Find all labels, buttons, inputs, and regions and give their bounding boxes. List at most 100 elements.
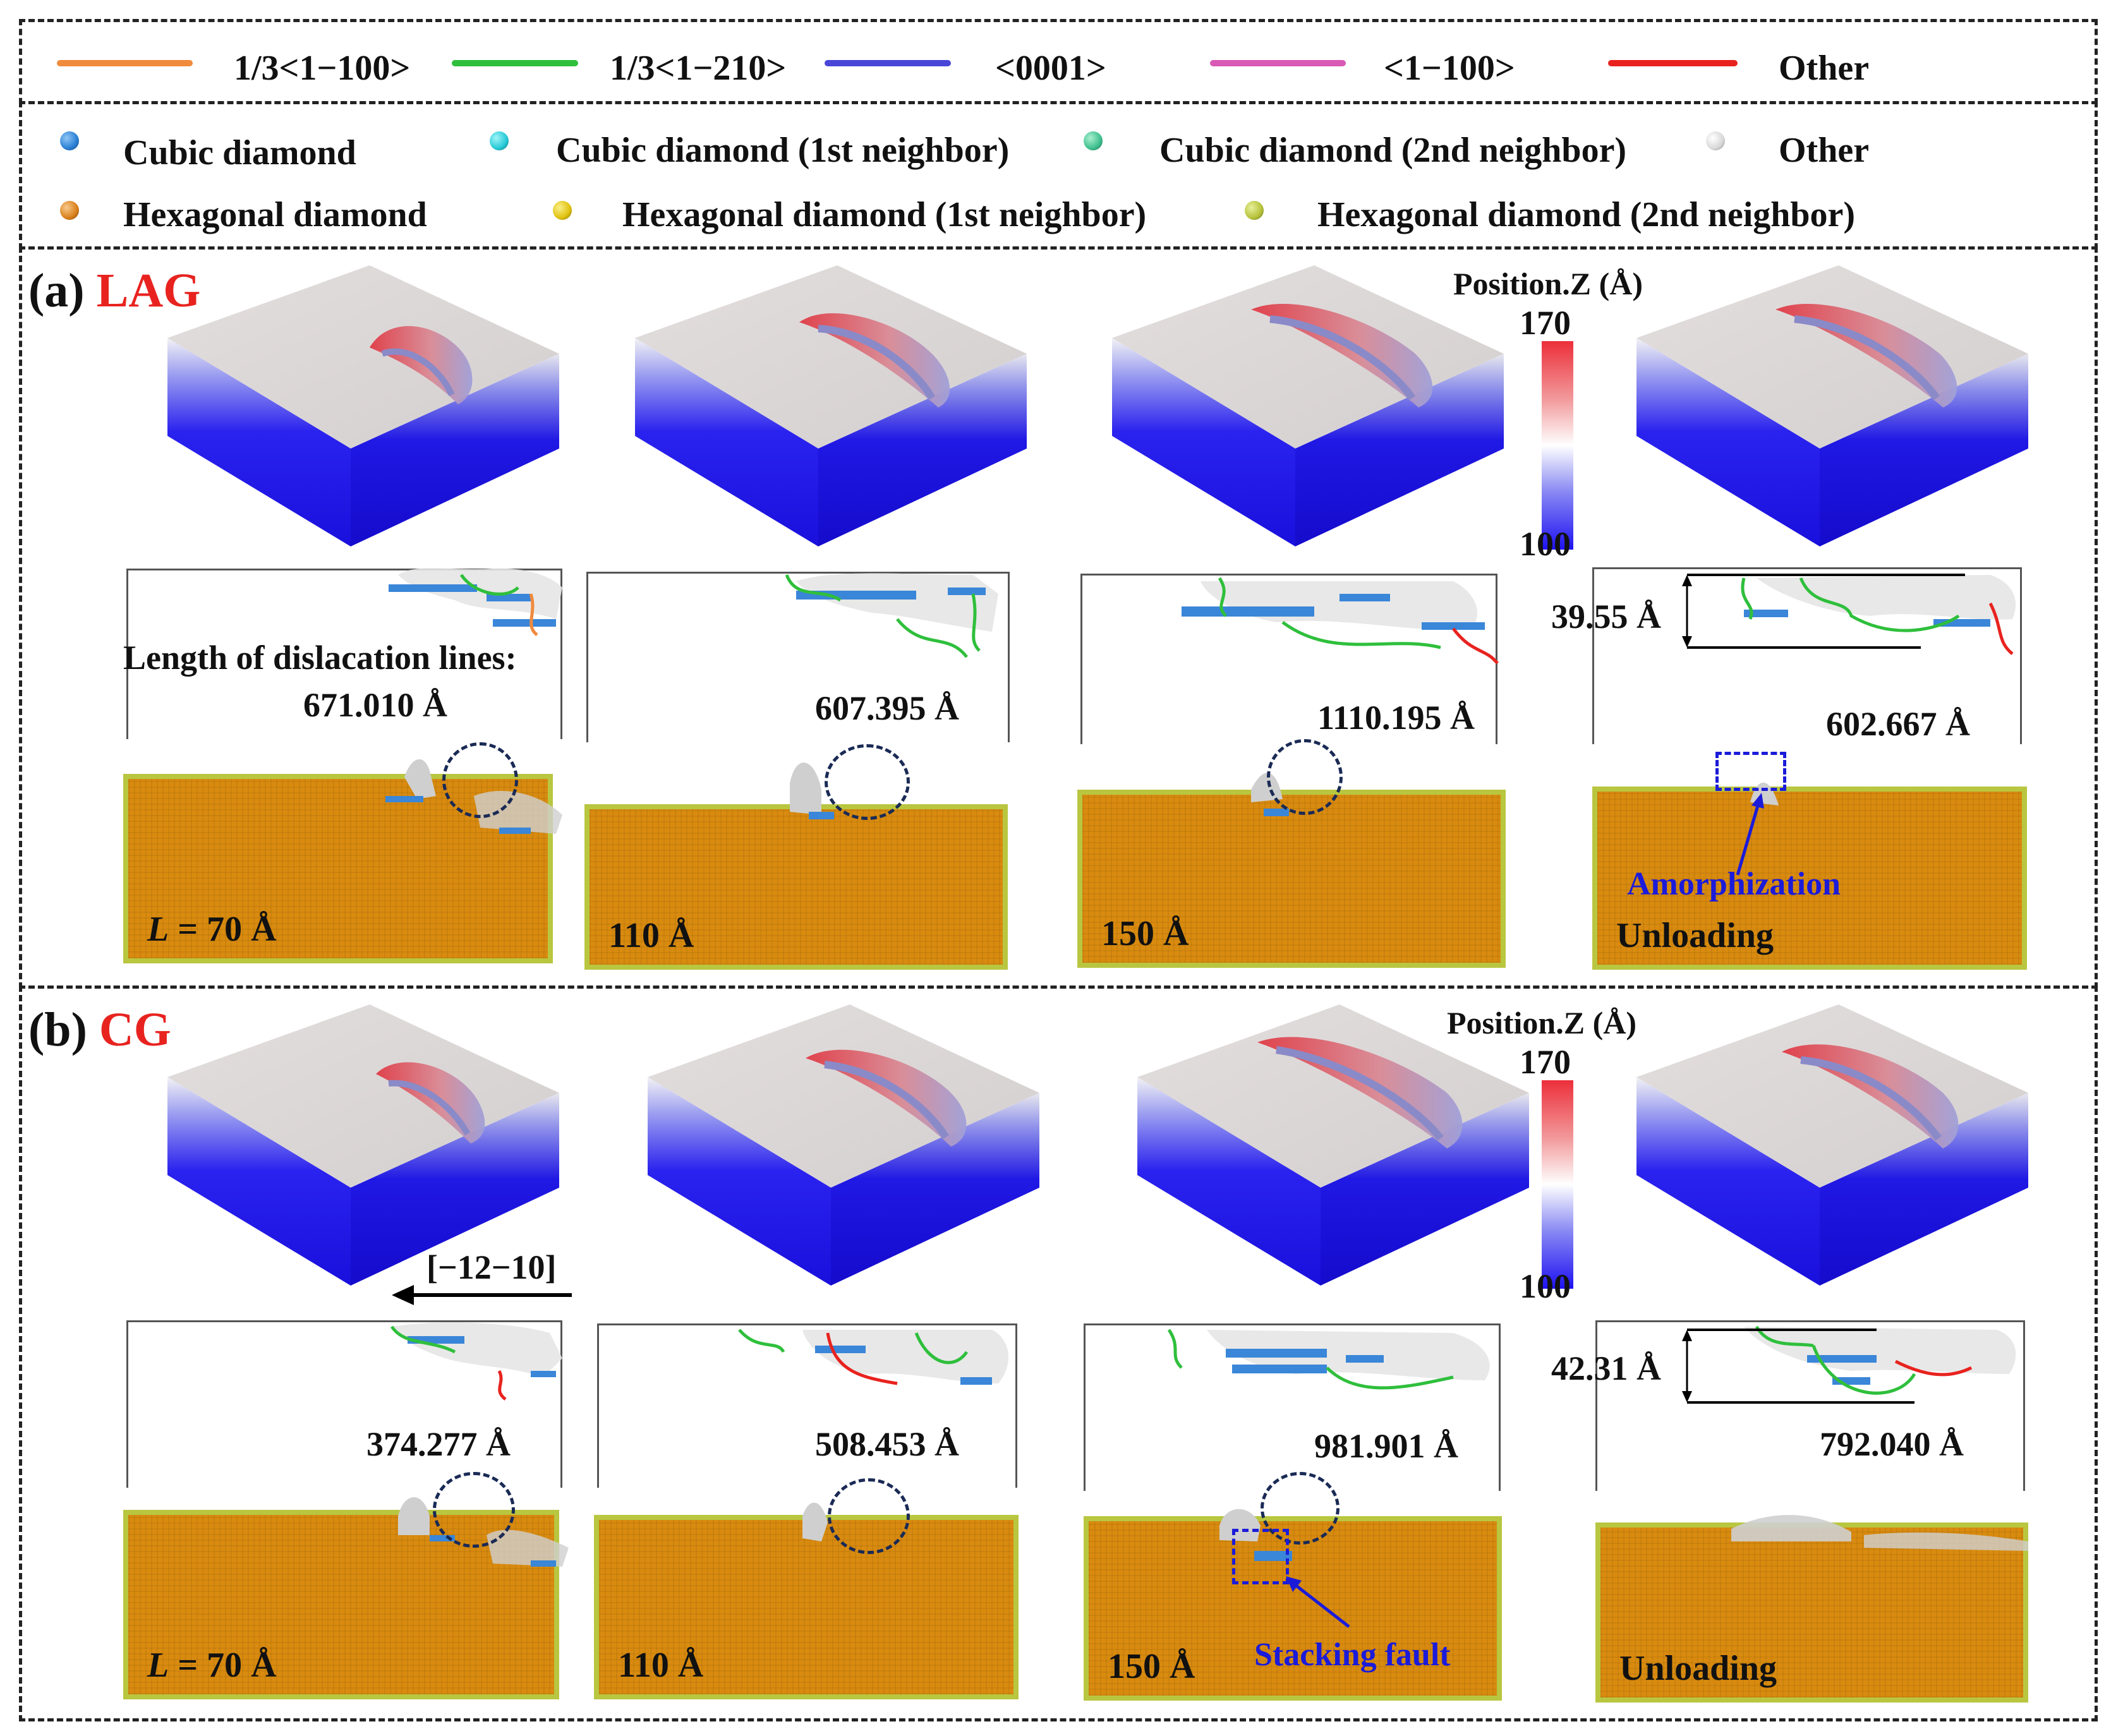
dislocation-lines-b-110 <box>738 1329 1009 1385</box>
stage-value: = 70 Å <box>169 910 277 949</box>
dislocation-lines-a-110 <box>785 573 998 658</box>
cross-section-b-110: 110 Å <box>594 1515 1019 1699</box>
cross-section-a-150: 150 Å <box>1077 790 1506 968</box>
other-atom-icon <box>1706 131 1725 150</box>
amorphization-box <box>1715 752 1786 791</box>
legend-label: Other <box>1779 131 1870 170</box>
depth-dimension-a <box>1682 574 1965 649</box>
hexagonal-1st-atom-icon <box>553 201 572 220</box>
legend-label: Cubic diamond (1st neighbor) <box>556 131 1010 170</box>
stage-value: = 70 Å <box>169 1646 277 1685</box>
colorbar-title: Position.Z (Å) <box>1447 1005 1636 1040</box>
arrow-icon <box>1286 1576 1350 1628</box>
legend-swatch <box>1608 60 1738 66</box>
stage-label: Unloading <box>1616 916 1774 955</box>
md-box-b-70 <box>167 1004 559 1286</box>
md-box-a-70 <box>167 265 559 546</box>
dislocation-length-b-150: 981.901 Å <box>1314 1427 1458 1465</box>
lattice-texture <box>599 1520 1013 1694</box>
stage-label: 110 Å <box>608 916 694 955</box>
indent-circle-a-110 <box>825 744 910 820</box>
lattice-texture <box>1082 795 1501 963</box>
lattice-texture <box>590 809 1003 965</box>
cross-section-b-150: 150 Å <box>1084 1516 1502 1701</box>
stage-prefix: L <box>147 1646 169 1685</box>
md-box-b-unloading <box>1636 1004 2028 1286</box>
dislocation-frame-b-unloading <box>1595 1320 2025 1491</box>
legend-swatch <box>57 60 193 66</box>
hexagonal-2nd-atom-icon <box>1245 201 1264 220</box>
colorbar-gradient <box>1542 1080 1573 1289</box>
md-box-b-110 <box>648 1004 1039 1286</box>
legend-swatch <box>1210 60 1346 66</box>
cross-section-a-unloading: Unloading <box>1592 787 2027 970</box>
stage-prefix: L <box>147 910 169 949</box>
dislocation-lines-b-70 <box>390 1322 562 1401</box>
lattice-texture <box>1597 792 2022 965</box>
dislocation-frame-a-unloading <box>1592 567 2022 744</box>
dislocation-frame-b-110 <box>597 1323 1017 1488</box>
dislocation-length-a-150: 1110.195 Å <box>1317 699 1475 737</box>
stacking-fault-box <box>1232 1529 1289 1584</box>
pileup-overlay-b <box>398 1497 2028 1567</box>
dislocation-heading: Length of dislacation lines: <box>123 639 517 677</box>
legend-label: Hexagonal diamond (1st neighbor) <box>622 195 1147 234</box>
indent-circle-a-70 <box>442 742 518 818</box>
md-box-a-110 <box>635 265 1027 546</box>
dislocation-lines-a-unloading <box>1741 575 2016 655</box>
legend-label: <1−100> <box>1384 49 1515 88</box>
panel-tag: (b) <box>28 1003 87 1056</box>
depth-dimension-b <box>1682 1329 1914 1404</box>
indent-circle-b-150 <box>1261 1472 1340 1545</box>
legend-label: 1/3<1−100> <box>234 49 411 88</box>
legend-label: Hexagonal diamond (2nd neighbor) <box>1317 195 1856 234</box>
legend-swatch <box>825 60 951 66</box>
stage-label: Unloading <box>1619 1649 1777 1688</box>
depth-value-b: 42.31 Å <box>1551 1349 1661 1387</box>
dislocation-lines-b-150 <box>1167 1329 1490 1390</box>
md-box-a-150 <box>1112 265 1504 546</box>
depth-value-a: 39.55 Å <box>1551 598 1661 636</box>
indent-circle-b-110 <box>828 1478 910 1554</box>
colorbar-gradient <box>1542 341 1573 550</box>
dislocation-length-b-70: 374.277 Å <box>366 1425 511 1463</box>
indent-circle-b-70 <box>433 1472 515 1548</box>
panel-b-box <box>19 986 2098 1721</box>
dislocation-lines-b-unloading <box>1744 1325 2016 1395</box>
dislocation-frame-b-70 <box>126 1320 562 1488</box>
dislocation-length-b-unloading: 792.040 Å <box>1820 1425 1964 1463</box>
colorbar-max: 170 <box>1520 1043 1571 1081</box>
stage-label: L = 70 Å <box>147 1645 277 1685</box>
cross-section-a-70: L = 70 Å <box>123 774 553 963</box>
panel-tag: (a) <box>28 264 85 317</box>
legend-label: Other <box>1779 49 1870 88</box>
legend-label: <0001> <box>995 49 1106 88</box>
stacking-fault-label: Stacking fault <box>1254 1637 1451 1673</box>
cubic-2nd-atom-icon <box>1084 131 1103 150</box>
hexagonal-diamond-atom-icon <box>60 201 79 220</box>
direction-arrow-icon <box>392 1285 572 1305</box>
dislocation-frame-b-150 <box>1084 1323 1501 1491</box>
dislocation-length-a-110: 607.395 Å <box>815 689 959 727</box>
cross-section-a-110: 110 Å <box>584 804 1008 970</box>
colorbar-title: Position.Z (Å) <box>1453 266 1643 301</box>
panel-a-label: (a) LAG <box>28 265 200 316</box>
md-box-b-150 <box>1137 1004 1529 1286</box>
md-box-a-unloading <box>1636 265 2028 546</box>
dislocation-length-b-110: 508.453 Å <box>815 1425 959 1463</box>
lattice-texture <box>1600 1528 2023 1697</box>
dislocation-lines-a-70 <box>389 568 562 636</box>
dislocation-lines-a-150 <box>1182 577 1499 665</box>
stage-label: 150 Å <box>1101 914 1189 953</box>
dislocation-frame-a-110 <box>586 572 1010 742</box>
dislocation-length-a-unloading: 602.667 Å <box>1826 705 1970 743</box>
dislocation-frame-a-150 <box>1080 574 1497 744</box>
indent-circle-a-150 <box>1267 739 1343 815</box>
colorbar-max: 170 <box>1520 304 1571 342</box>
dislocation-length-a-70: 671.010 Å <box>303 686 447 724</box>
stage-label: 150 Å <box>1108 1647 1195 1686</box>
arrow-icon <box>1736 793 1764 876</box>
cubic-1st-atom-icon <box>490 131 509 150</box>
legend-label: Hexagonal diamond <box>123 195 427 234</box>
cubic-diamond-atom-icon <box>60 131 79 150</box>
